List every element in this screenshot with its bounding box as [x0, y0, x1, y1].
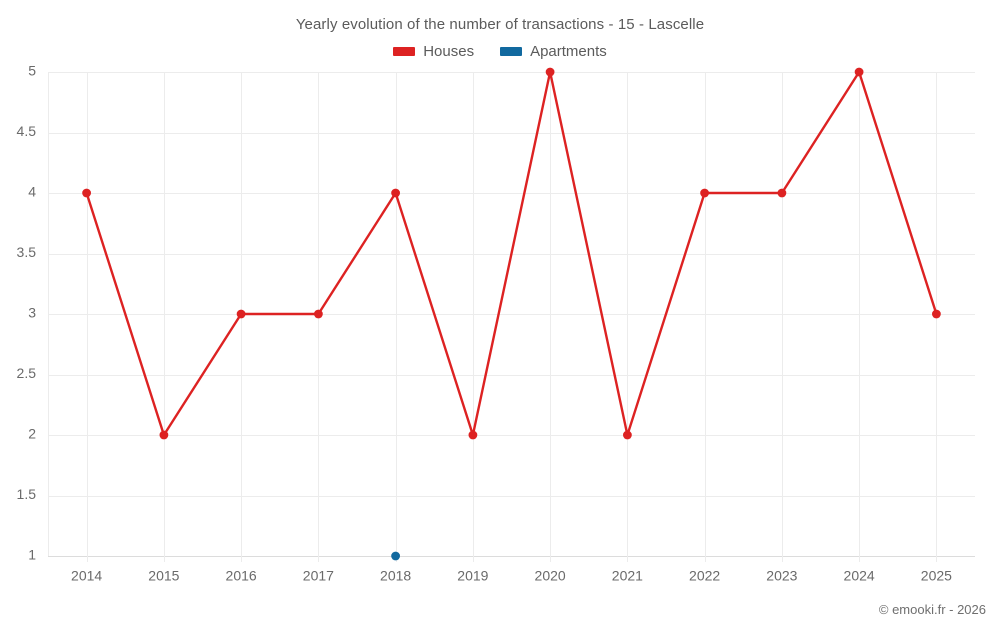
legend-label-houses: Houses	[423, 43, 475, 60]
y-axis-tick-label: 2.5	[17, 365, 37, 381]
x-axis-tick-label: 2021	[612, 567, 643, 583]
x-axis-tick-label: 2022	[689, 567, 720, 583]
series-line-houses	[85, 70, 938, 437]
series-lines	[85, 70, 938, 437]
vertical-gridlines	[48, 72, 937, 562]
data-point-marker[interactable]	[391, 188, 400, 198]
legend-label-apartments: Apartments	[530, 43, 607, 60]
data-point-marker[interactable]	[545, 67, 555, 77]
y-axis-tick-label: 1.5	[17, 486, 37, 502]
data-point-marker[interactable]	[314, 309, 323, 319]
y-axis-tick-label: 5	[28, 63, 36, 79]
y-axis-tick-labels: 5 4.5 4 3.5 3 2.5 2 1.5 1	[17, 63, 37, 563]
data-point-marker[interactable]	[932, 309, 941, 319]
data-point-marker[interactable]	[236, 309, 246, 319]
legend-item-houses[interactable]: Houses	[393, 43, 474, 60]
data-point-marker[interactable]	[777, 188, 787, 198]
x-axis-tick-label: 2023	[766, 567, 797, 583]
x-axis-tick-label: 2016	[226, 567, 257, 583]
y-axis-tick-label: 1	[28, 547, 36, 563]
x-axis-tick-label: 2019	[457, 567, 488, 583]
x-axis-tick-label: 2024	[844, 567, 875, 583]
horizontal-gridlines	[48, 72, 975, 557]
x-axis-tick-labels: 2014 2015 2016 2017 2018 2019 2020 2021 2022 2023…	[71, 567, 952, 583]
x-axis-tick-label: 2015	[148, 567, 179, 583]
data-point-marker[interactable]	[854, 67, 864, 77]
y-axis-tick-label: 4	[28, 184, 36, 200]
data-point-marker[interactable]	[391, 551, 400, 561]
chart-legend: Houses Apartments	[0, 43, 1000, 60]
y-axis-tick-label: 3.5	[17, 244, 37, 260]
data-point-marker[interactable]	[82, 188, 91, 198]
copyright-notice: © emooki.fr - 2026	[878, 602, 986, 617]
chart-title: Yearly evolution of the number of transa…	[295, 16, 705, 33]
data-point-marker[interactable]	[700, 188, 709, 198]
x-axis-tick-label: 2014	[71, 567, 102, 583]
data-point-marker[interactable]	[468, 430, 478, 440]
series-markers	[82, 67, 941, 561]
legend-swatch-apartments-icon	[500, 47, 523, 56]
x-axis-tick-label: 2017	[303, 567, 334, 583]
legend-item-apartments[interactable]: Apartments	[500, 43, 607, 60]
y-axis-tick-label: 4.5	[17, 123, 37, 139]
data-point-marker[interactable]	[623, 430, 632, 440]
y-axis-tick-label: 3	[28, 305, 36, 321]
legend-swatch-houses-icon	[393, 47, 416, 56]
data-point-marker[interactable]	[159, 430, 169, 440]
x-axis-tick-label: 2025	[921, 567, 952, 583]
y-axis-tick-label: 2	[28, 426, 36, 442]
x-axis-tick-label: 2020	[535, 567, 566, 583]
x-axis-tick-label: 2018	[380, 567, 411, 583]
